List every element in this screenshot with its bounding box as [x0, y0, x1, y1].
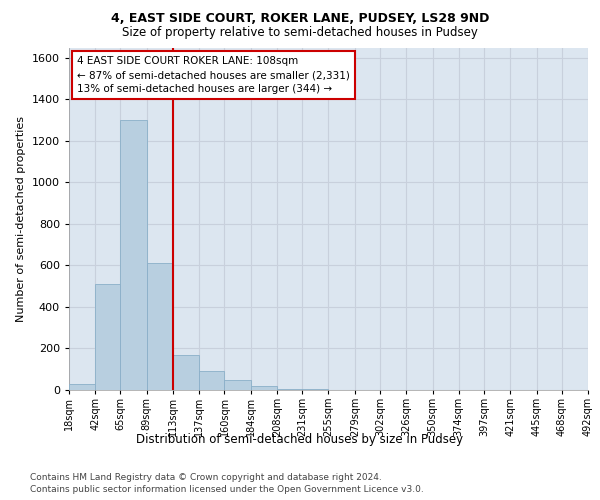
- Bar: [251, 386, 277, 390]
- Bar: [224, 380, 251, 390]
- Bar: [199, 372, 224, 390]
- Bar: [121, 120, 147, 390]
- Text: 4 EAST SIDE COURT ROKER LANE: 108sqm
← 87% of semi-detached houses are smaller (: 4 EAST SIDE COURT ROKER LANE: 108sqm ← 8…: [77, 56, 350, 94]
- Text: Size of property relative to semi-detached houses in Pudsey: Size of property relative to semi-detach…: [122, 26, 478, 39]
- Text: 4, EAST SIDE COURT, ROKER LANE, PUDSEY, LS28 9ND: 4, EAST SIDE COURT, ROKER LANE, PUDSEY, …: [111, 12, 489, 26]
- Bar: [277, 389, 302, 390]
- Y-axis label: Number of semi-detached properties: Number of semi-detached properties: [16, 116, 26, 322]
- Bar: [147, 264, 173, 390]
- Bar: [173, 354, 199, 390]
- Bar: [95, 284, 121, 390]
- Text: Distribution of semi-detached houses by size in Pudsey: Distribution of semi-detached houses by …: [136, 432, 464, 446]
- Text: Contains HM Land Registry data © Crown copyright and database right 2024.: Contains HM Land Registry data © Crown c…: [30, 472, 382, 482]
- Bar: [69, 384, 95, 390]
- Text: Contains public sector information licensed under the Open Government Licence v3: Contains public sector information licen…: [30, 485, 424, 494]
